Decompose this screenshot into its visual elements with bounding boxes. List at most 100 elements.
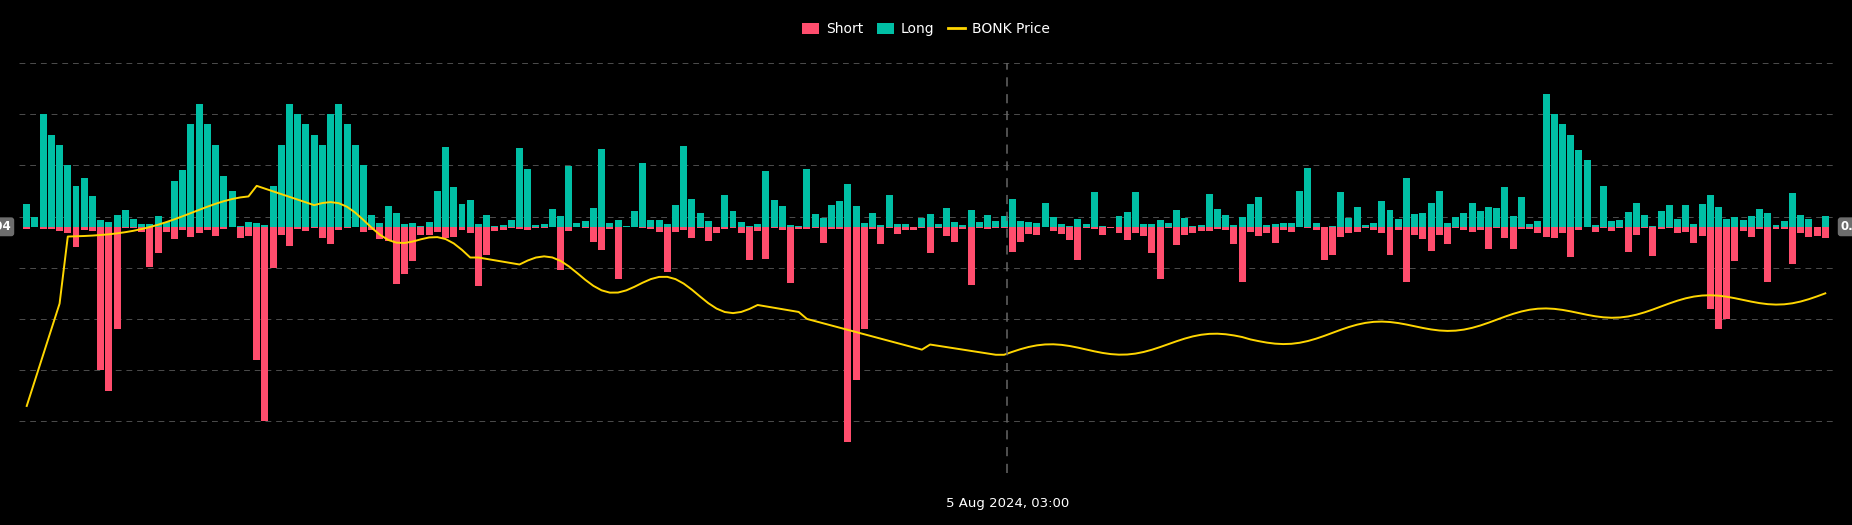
Bar	[213, 145, 219, 227]
Bar	[1633, 227, 1639, 235]
Bar	[1445, 227, 1450, 244]
Bar	[302, 227, 309, 231]
Bar	[582, 227, 589, 228]
Bar	[820, 227, 826, 243]
Bar	[869, 227, 876, 229]
Bar	[254, 227, 259, 360]
Bar	[885, 195, 893, 227]
Bar	[1287, 227, 1295, 232]
Bar	[261, 225, 269, 227]
Bar	[1246, 227, 1254, 232]
Bar	[639, 227, 646, 228]
Bar	[770, 201, 778, 227]
Bar	[285, 104, 293, 227]
Bar	[1354, 227, 1361, 232]
Bar	[196, 104, 202, 227]
Bar	[237, 227, 244, 238]
Bar	[648, 227, 654, 229]
Bar	[1452, 217, 1459, 227]
Bar	[369, 227, 376, 230]
Bar	[869, 213, 876, 227]
Bar	[837, 201, 843, 227]
Bar	[417, 226, 424, 227]
Bar	[1198, 225, 1204, 227]
Bar	[845, 184, 852, 227]
Bar	[1476, 227, 1483, 229]
Bar	[1074, 219, 1082, 227]
Bar	[1009, 200, 1015, 227]
Bar	[1641, 215, 1648, 227]
Bar	[952, 227, 957, 243]
Bar	[548, 209, 556, 227]
Bar	[1485, 207, 1493, 227]
Bar	[48, 134, 56, 227]
Bar	[959, 225, 967, 227]
Bar	[615, 219, 622, 227]
Bar	[909, 227, 917, 230]
Bar	[39, 227, 46, 229]
Bar	[1485, 227, 1493, 249]
Bar	[187, 227, 194, 237]
Bar	[1222, 215, 1230, 227]
Text: 0.00: 0.00	[1841, 220, 1852, 233]
Bar	[311, 134, 319, 227]
Bar	[983, 215, 991, 227]
Bar	[1198, 227, 1204, 231]
Bar	[319, 145, 326, 227]
Bar	[474, 224, 482, 227]
Bar	[1822, 227, 1828, 238]
Bar	[672, 227, 680, 232]
Bar	[1576, 150, 1582, 227]
Bar	[1337, 192, 1345, 227]
Bar	[1115, 216, 1122, 227]
Bar	[591, 227, 596, 242]
Bar	[278, 227, 285, 235]
Bar	[1593, 227, 1598, 232]
Bar	[1469, 203, 1476, 227]
Bar	[606, 227, 613, 229]
Bar	[1674, 227, 1682, 233]
Bar	[204, 124, 211, 227]
Bar	[1083, 227, 1089, 228]
Bar	[878, 227, 883, 245]
Bar	[656, 227, 663, 232]
Bar	[163, 227, 170, 232]
Bar	[376, 227, 383, 239]
Bar	[1189, 226, 1196, 227]
Bar	[285, 227, 293, 246]
Bar	[780, 227, 785, 229]
Bar	[1576, 227, 1582, 230]
Bar	[130, 227, 137, 228]
Bar	[1124, 227, 1132, 240]
Bar	[1206, 194, 1213, 227]
Bar	[270, 186, 276, 227]
Bar	[139, 227, 144, 233]
Bar	[113, 227, 120, 329]
Bar	[1715, 207, 1722, 227]
Bar	[343, 124, 350, 227]
Bar	[763, 227, 769, 259]
Bar	[244, 227, 252, 236]
Bar	[1550, 114, 1558, 227]
Bar	[606, 223, 613, 227]
Bar	[146, 227, 154, 267]
Bar	[696, 213, 704, 227]
Text: 5 Aug 2024, 03:00: 5 Aug 2024, 03:00	[946, 497, 1069, 510]
Bar	[591, 208, 596, 227]
Bar	[943, 208, 950, 227]
Bar	[1057, 224, 1065, 227]
Bar	[122, 227, 130, 228]
Bar	[1419, 213, 1426, 227]
Bar	[1330, 227, 1335, 255]
Bar	[96, 227, 104, 370]
Bar	[130, 218, 137, 227]
Bar	[680, 227, 687, 229]
Bar	[1132, 227, 1139, 233]
Bar	[328, 227, 333, 244]
Bar	[1765, 213, 1771, 227]
Bar	[1765, 227, 1771, 282]
Legend: Short, Long, BONK Price: Short, Long, BONK Price	[796, 17, 1056, 42]
Bar	[837, 227, 843, 229]
Bar	[196, 227, 202, 234]
Bar	[895, 227, 900, 234]
